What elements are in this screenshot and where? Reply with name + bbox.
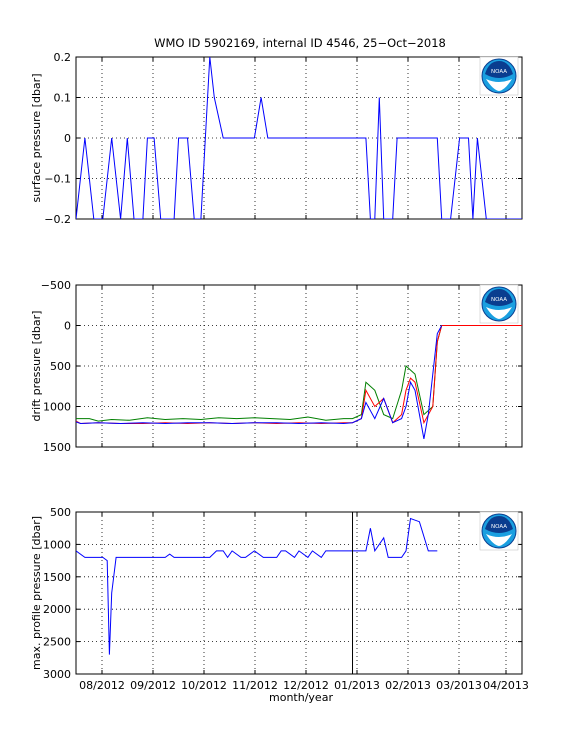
series-line-3 bbox=[76, 325, 443, 439]
y-tick-label: 0 bbox=[64, 132, 71, 145]
y-tick-label: 1000 bbox=[43, 538, 71, 551]
y-tick-label: 1000 bbox=[43, 401, 71, 414]
y-tick-label: 0.1 bbox=[54, 92, 72, 105]
logo-wave bbox=[486, 307, 512, 319]
y-tick-label: −0.2 bbox=[44, 213, 71, 226]
series-line-1 bbox=[76, 325, 447, 422]
logo-wave bbox=[486, 534, 512, 546]
y-tick-label: 500 bbox=[50, 506, 71, 519]
x-tick-label: 10/2012 bbox=[181, 679, 227, 692]
y-tick-label: 500 bbox=[50, 360, 71, 373]
y-tick-label: −0.1 bbox=[44, 173, 71, 186]
y-tick-label: 1500 bbox=[43, 571, 71, 584]
x-tick-label: 01/2013 bbox=[334, 679, 380, 692]
x-tick-label: 02/2013 bbox=[385, 679, 431, 692]
y-axis-label: drift pressure [dbar] bbox=[30, 311, 43, 422]
logo-mark: NOAA bbox=[491, 69, 507, 75]
logo-bird bbox=[485, 516, 513, 533]
x-axis-label: month/year bbox=[269, 691, 333, 704]
x-tick-label: 08/2012 bbox=[79, 679, 125, 692]
series-line-1 bbox=[76, 517, 438, 655]
noaa-logo: NOAA bbox=[479, 284, 519, 324]
chart-title: WMO ID 5902169, internal ID 4546, 25−Oct… bbox=[154, 36, 446, 50]
logo-mark: NOAA bbox=[491, 297, 507, 303]
series-group bbox=[76, 57, 522, 219]
y-axis-label: max. profile pressure [dbar] bbox=[30, 516, 43, 670]
series-line-2 bbox=[76, 325, 522, 425]
series-group bbox=[76, 325, 522, 439]
x-tick-label: 04/2013 bbox=[483, 679, 529, 692]
panel-1: −0.2 −0.1 0 0.1 0.2 surface pressure [dbar] NO… bbox=[30, 51, 523, 226]
logo-mark: NOAA bbox=[491, 524, 507, 530]
noaa-logo: NOAA bbox=[479, 56, 519, 96]
panel-2: −500 0 500 1000 1500 drift pressure [dbar] NOA… bbox=[30, 279, 523, 454]
y-tick-label: 3000 bbox=[43, 668, 71, 681]
axes-box bbox=[75, 511, 523, 675]
y-axis-label: surface pressure [dbar] bbox=[30, 74, 43, 203]
y-tick-label: 2000 bbox=[43, 603, 71, 616]
y-tick-label: 2500 bbox=[43, 636, 71, 649]
logo-wave bbox=[486, 79, 512, 91]
logo-bird bbox=[485, 61, 513, 78]
noaa-logo: NOAA bbox=[479, 511, 519, 551]
series-line-1 bbox=[76, 57, 522, 219]
logo-bird bbox=[485, 289, 513, 306]
y-tick-label: −500 bbox=[41, 279, 71, 292]
x-tick-label: 12/2012 bbox=[283, 679, 329, 692]
y-tick-label: 1500 bbox=[43, 441, 71, 454]
x-tick-label: 11/2012 bbox=[232, 679, 278, 692]
y-tick-label: 0 bbox=[64, 320, 71, 333]
x-tick-label: 03/2013 bbox=[436, 679, 482, 692]
series-group bbox=[76, 517, 438, 655]
y-tick-label: 0.2 bbox=[54, 51, 72, 64]
x-tick-label: 09/2012 bbox=[130, 679, 176, 692]
